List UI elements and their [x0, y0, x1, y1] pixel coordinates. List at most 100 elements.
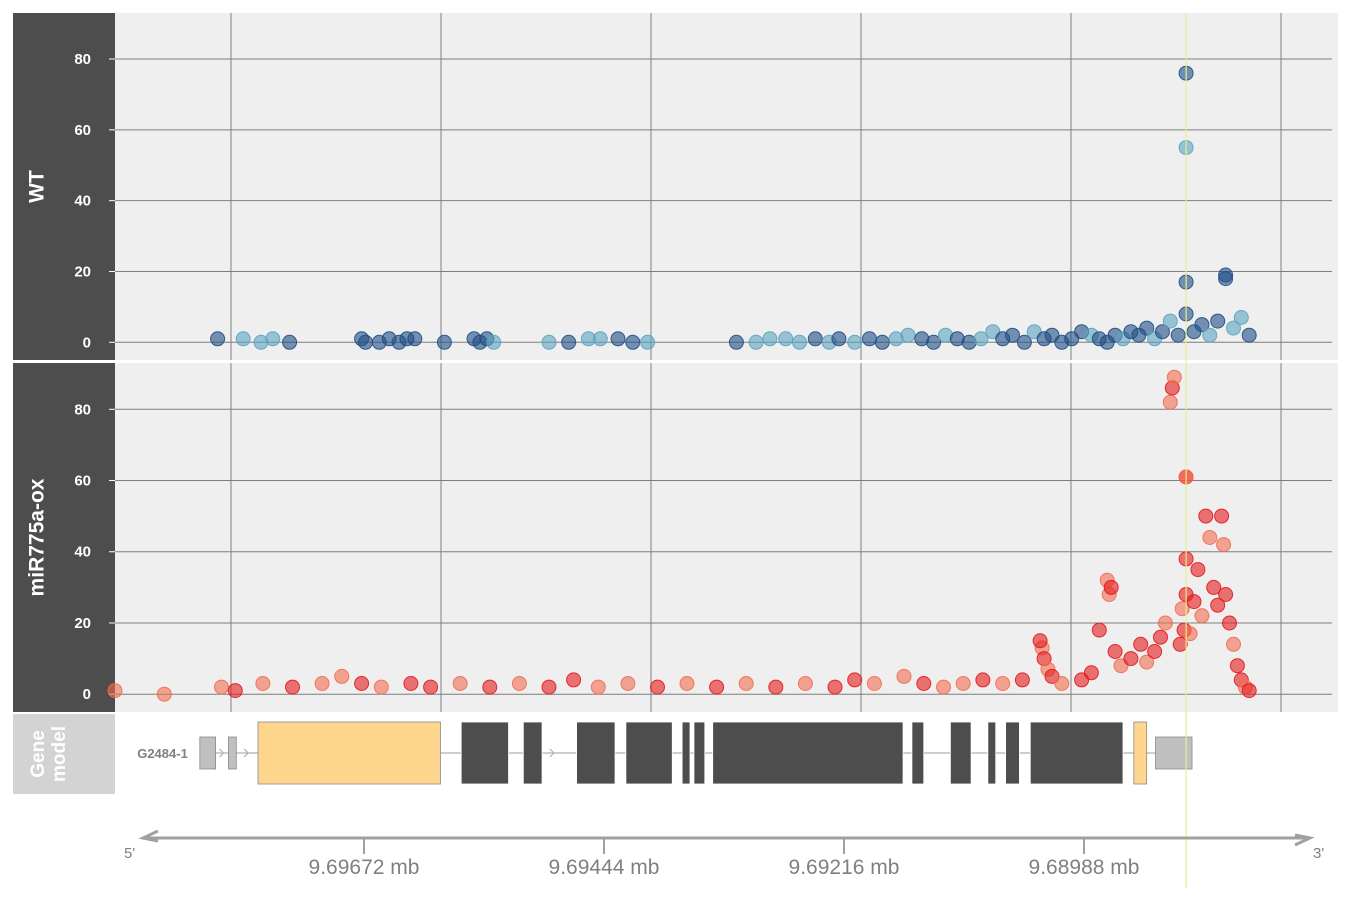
- data-point: [156, 686, 172, 702]
- data-point: [896, 668, 912, 684]
- exon-feature: [1029, 721, 1124, 785]
- data-point: [1005, 327, 1020, 343]
- data-point: [1210, 597, 1226, 613]
- data-point: [1107, 644, 1123, 659]
- panel-title: WT: [26, 170, 49, 203]
- y-tick-label: 60: [74, 122, 91, 139]
- data-point: [1218, 587, 1234, 602]
- data-point: [768, 679, 784, 695]
- data-point: [1233, 310, 1249, 325]
- strand-arrow: [243, 748, 249, 758]
- exon-feature: [911, 721, 925, 785]
- exon-feature: [576, 721, 616, 785]
- y-tick-label: 0: [83, 686, 91, 703]
- data-point: [975, 672, 991, 688]
- data-point: [354, 676, 370, 691]
- data-point: [862, 331, 877, 347]
- data-point: [1154, 324, 1170, 340]
- strand-arrow: [219, 748, 225, 758]
- data-point: [107, 683, 123, 699]
- data-point: [1190, 562, 1206, 578]
- data-point: [566, 672, 582, 688]
- data-point: [1054, 676, 1070, 691]
- data-point: [807, 331, 823, 347]
- exon-feature: [460, 721, 509, 785]
- data-point: [1172, 636, 1188, 652]
- data-point: [620, 676, 636, 691]
- axis-tick-label: 9.69444 mb: [549, 856, 660, 879]
- data-point: [282, 334, 298, 350]
- exon-feature: [693, 721, 706, 785]
- data-points: [107, 369, 1257, 702]
- data-point: [778, 331, 794, 347]
- axis-end-3prime: 3': [1313, 845, 1324, 862]
- data-point: [1032, 633, 1048, 649]
- data-point: [625, 334, 641, 350]
- data-point: [1147, 644, 1163, 659]
- data-point: [640, 334, 656, 350]
- genome-axis: 5' 3' 9.69672 mb 9.69444 mb 9.69216 mb 9.6898…: [124, 829, 1324, 879]
- data-point: [436, 334, 452, 350]
- exon-feature: [681, 721, 691, 785]
- data-point: [762, 331, 778, 347]
- data-point: [255, 676, 271, 691]
- exon-feature: [257, 721, 441, 785]
- data-point: [847, 334, 863, 350]
- exon-feature: [949, 721, 972, 785]
- panel-strip: [13, 13, 115, 360]
- strand-arrow: [549, 748, 555, 758]
- data-point: [235, 331, 251, 347]
- data-point: [210, 331, 226, 347]
- data-point: [679, 676, 695, 691]
- data-point: [1194, 317, 1210, 333]
- exon-feature: [1005, 721, 1020, 785]
- data-point: [738, 676, 754, 691]
- data-point: [407, 331, 423, 347]
- data-point: [1014, 672, 1030, 688]
- data-point: [541, 334, 557, 350]
- data-point: [1226, 320, 1241, 336]
- data-point: [1194, 608, 1210, 624]
- axis-arrow-left: [138, 829, 159, 843]
- exon-feature: [1133, 721, 1148, 785]
- data-point: [926, 334, 942, 350]
- panel-background: [115, 363, 1338, 712]
- data-point: [1226, 636, 1241, 652]
- panel-title: miR775a-ox: [26, 478, 49, 596]
- track-panel-1: miR775a-ox 0 20 40 60 80: [13, 363, 1338, 712]
- exon-feature: [522, 721, 543, 785]
- data-point: [709, 679, 725, 695]
- data-point: [482, 679, 498, 695]
- data-point: [1162, 394, 1178, 410]
- data-point: [1157, 615, 1173, 631]
- y-tick-label: 60: [74, 473, 91, 490]
- y-tick-label: 20: [74, 615, 91, 632]
- data-point: [973, 331, 989, 347]
- data-point: [1214, 508, 1230, 524]
- data-point: [1222, 615, 1237, 631]
- data-point: [334, 668, 350, 684]
- data-point: [486, 334, 502, 350]
- exon-feature: [625, 721, 673, 785]
- data-point: [358, 334, 373, 350]
- y-tick-label: 0: [83, 334, 91, 351]
- data-point: [1241, 683, 1257, 699]
- panel-background: [115, 13, 1338, 360]
- y-tick-label: 20: [74, 263, 91, 280]
- data-point: [1091, 622, 1107, 638]
- data-point: [1198, 508, 1214, 524]
- track-panel-0: WT 0 20 40 60 80: [13, 13, 1338, 360]
- data-point: [1210, 313, 1226, 329]
- data-point: [847, 672, 863, 688]
- gene-strip: [13, 714, 115, 794]
- data-point: [936, 679, 951, 695]
- data-points: [210, 65, 1257, 350]
- data-point: [1103, 579, 1119, 595]
- data-point: [285, 679, 300, 695]
- data-point: [792, 334, 807, 350]
- data-point: [797, 676, 813, 691]
- data-point: [1166, 369, 1182, 385]
- data-point: [1139, 320, 1155, 336]
- data-point: [511, 676, 527, 691]
